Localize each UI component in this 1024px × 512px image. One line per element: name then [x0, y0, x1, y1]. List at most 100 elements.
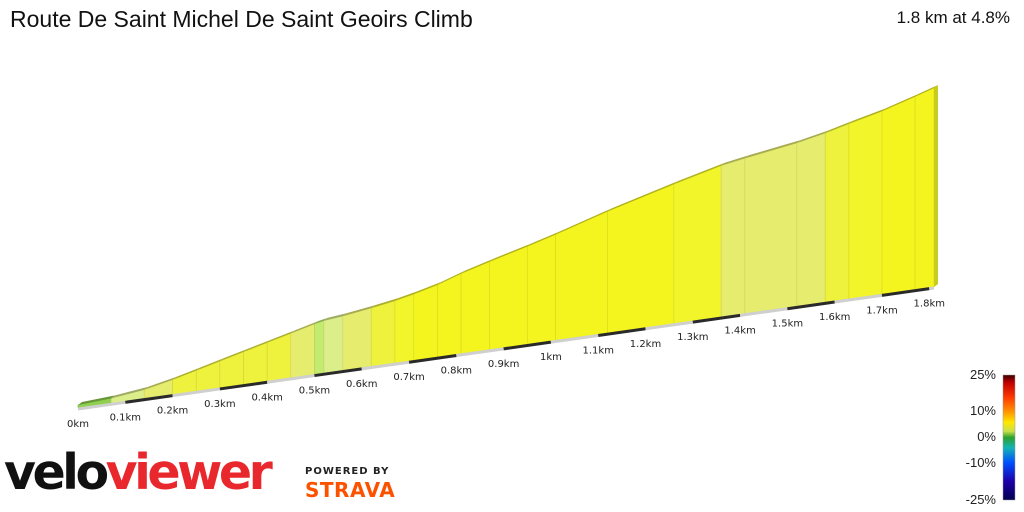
profile-top-segment: [243, 339, 272, 352]
baseline-dash: [692, 313, 741, 324]
x-tick-label: 0km: [67, 419, 89, 430]
logo-velo-text: velo: [4, 444, 109, 501]
profile-top-segment: [461, 258, 494, 274]
baseline-dash: [550, 333, 599, 344]
baseline-dash: [503, 340, 552, 351]
profile-segment: [460, 261, 490, 355]
strava-logo: STRAVA: [305, 478, 396, 502]
gradient-colorbar: [1002, 374, 1016, 501]
baseline-dash: [172, 387, 221, 398]
baseline-dash: [456, 347, 504, 358]
powered-by-label: POWERED BY: [305, 466, 390, 477]
profile-top-segment: [437, 270, 466, 285]
x-tick-label: 0.9km: [488, 359, 519, 370]
profile-segment: [323, 315, 344, 374]
profile-top-segment: [744, 140, 801, 159]
profile-top-segment: [848, 108, 886, 124]
profile-segment: [673, 165, 722, 325]
x-tick-label: 0.4km: [251, 392, 282, 403]
baseline-dash: [361, 360, 410, 371]
x-tick-label: 1.6km: [819, 312, 850, 323]
profile-top-segment: [721, 155, 749, 166]
profile-segment: [526, 234, 556, 345]
distance-axis: 0km 0.1km 0.2km 0.3km 0.4km 0.5km 0.6km 0.7km 0.…: [67, 299, 945, 430]
profile-top-segment: [144, 376, 177, 390]
profile-top-segment: [290, 321, 319, 334]
baseline-dash: [266, 374, 315, 384]
profile-segment: [489, 246, 528, 351]
chart-title: Route De Saint Michel De Saint Geoirs Cl…: [10, 6, 473, 32]
profile-segment: [219, 351, 244, 389]
x-tick-label: 0.3km: [204, 399, 235, 410]
powered-by-strava[interactable]: POWERED BY STRAVA: [305, 466, 395, 502]
gradient-legend: 25% 10% 0% -10% -25%: [966, 367, 1016, 507]
baseline-dash: [834, 293, 883, 304]
profile-top-segment: [111, 386, 149, 399]
distance-baseline: [77, 286, 935, 411]
profile-top-segment: [673, 162, 726, 185]
baseline-dash: [219, 380, 268, 391]
profile-segment: [720, 157, 746, 318]
veloviewer-logo-block[interactable]: veloviewer: [4, 448, 273, 497]
profile-top-segment: [555, 208, 612, 235]
x-tick-label: 0.6km: [346, 379, 377, 390]
gradient-legend-label: -25%: [966, 492, 997, 507]
x-tick-label: 1.3km: [677, 332, 708, 343]
profile-top-segment: [172, 367, 201, 380]
gradient-legend-label: 10%: [970, 403, 996, 418]
profile-top-segment: [915, 85, 938, 97]
gradient-legend-label: 0%: [977, 429, 996, 444]
profile-end-face: [934, 85, 938, 287]
x-tick-label: 0.5km: [299, 386, 330, 397]
x-tick-label: 1.4km: [724, 325, 755, 336]
x-tick-label: 1km: [540, 352, 562, 363]
baseline-dash: [314, 367, 362, 378]
profile-top-segment: [796, 130, 830, 144]
profile-top-segment: [489, 243, 532, 262]
profile-top-segment: [394, 291, 418, 301]
profile-top-segment: [825, 120, 853, 134]
veloviewer-logo: veloviewer: [4, 448, 273, 497]
x-tick-label: 1.7km: [866, 305, 897, 316]
x-tick-label: 1.1km: [583, 345, 614, 356]
profile-segment: [243, 342, 268, 385]
profile-top-segment: [342, 305, 376, 317]
logo-viewer-text: viewer: [105, 444, 273, 501]
profile-top-segment: [196, 358, 224, 371]
x-tick-label: 1.5km: [772, 319, 803, 330]
baseline-dash: [598, 327, 646, 337]
x-tick-label: 0.7km: [393, 372, 424, 383]
baseline-dash: [125, 394, 173, 404]
baseline-dash: [787, 300, 835, 311]
baseline-dash: [929, 286, 935, 291]
profile-segments: [77, 87, 935, 409]
profile-top-segment: [314, 317, 328, 325]
x-tick-label: 1.2km: [630, 339, 661, 350]
profile-segment: [744, 142, 798, 315]
baseline-dash: [408, 354, 457, 364]
profile-top-segment: [267, 330, 295, 343]
profile-segment: [824, 123, 850, 303]
baseline-dash: [77, 400, 126, 411]
profile-top-edge: [78, 85, 938, 405]
profile-segment: [290, 323, 315, 379]
profile-top-segment: [219, 348, 248, 362]
profile-segment: [881, 96, 916, 295]
profile-segment: [314, 320, 325, 375]
x-tick-label: 0.8km: [441, 366, 472, 377]
profile-segment: [437, 273, 462, 358]
profile-segment: [370, 300, 396, 367]
profile-segment: [796, 132, 826, 307]
climb-summary: 1.8 km at 4.8%: [896, 8, 1010, 27]
gradient-legend-label: 25%: [970, 367, 996, 382]
baseline-dash: [739, 307, 788, 317]
profile-top-segment: [881, 93, 920, 112]
x-tick-label: 1.8km: [914, 299, 945, 310]
baseline-dash: [881, 287, 930, 297]
profile-top-segment: [323, 313, 347, 321]
profile-top-segment: [527, 231, 560, 247]
profile-segment: [848, 110, 883, 300]
x-tick-label: 0.1km: [110, 412, 141, 423]
profile-top-segment: [607, 181, 678, 212]
